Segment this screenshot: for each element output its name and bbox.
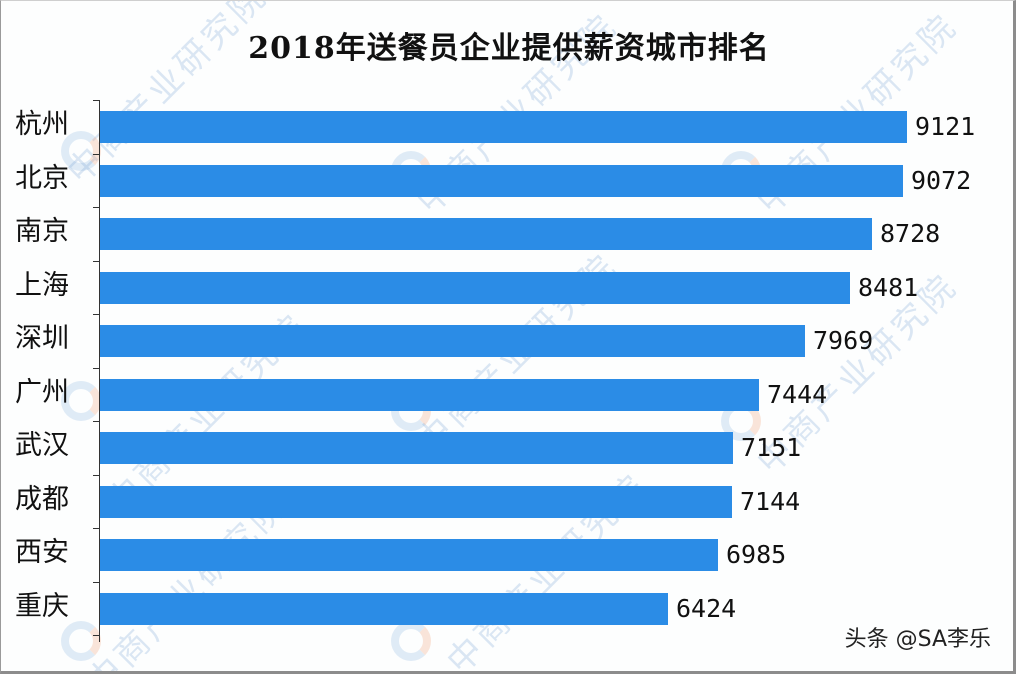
- value-label: 9121: [915, 112, 976, 141]
- bar: [100, 271, 850, 304]
- bar: [100, 325, 805, 357]
- axis-tick: [93, 100, 99, 101]
- bar: [100, 218, 872, 250]
- category-label: 南京: [15, 216, 69, 247]
- bar: [100, 111, 907, 143]
- bar: [100, 378, 759, 411]
- category-label: 北京: [15, 162, 69, 194]
- axis-tick: [93, 528, 99, 529]
- bar-row: 上海 8481: [1, 261, 1001, 315]
- category-label: 西安: [15, 537, 69, 568]
- axis-tick: [93, 207, 99, 208]
- value-label: 7444: [767, 379, 828, 409]
- category-label: 上海: [15, 269, 69, 301]
- bar: [100, 432, 733, 464]
- category-label: 武汉: [15, 430, 69, 461]
- category-label: 成都: [15, 483, 69, 515]
- value-label: 7969: [813, 326, 874, 355]
- y-axis-line: [99, 100, 100, 642]
- category-label: 深圳: [15, 323, 69, 354]
- bar-row: 南京 8728: [1, 207, 1001, 261]
- axis-tick: [93, 261, 99, 262]
- value-label: 8728: [880, 219, 941, 248]
- bar-row: 成都 7144: [1, 475, 1001, 529]
- axis-tick: [93, 421, 99, 422]
- bar: [100, 485, 732, 518]
- category-label: 杭州: [15, 109, 69, 140]
- bar-row: 杭州 9121: [1, 100, 1001, 154]
- source-credit: 头条 @SA李乐: [844, 627, 991, 652]
- bar-row: 西安 6985: [1, 528, 1001, 582]
- axis-tick: [93, 635, 99, 636]
- category-label: 重庆: [15, 590, 69, 622]
- bar: [100, 592, 668, 625]
- bar: [100, 539, 718, 571]
- category-label: 广州: [15, 376, 69, 408]
- bar-row: 重庆 6424: [1, 582, 1001, 636]
- axis-tick: [93, 582, 99, 583]
- bar-row: 武汉 7151: [1, 421, 1001, 475]
- value-label: 6985: [726, 540, 787, 569]
- bar: [100, 164, 903, 197]
- chart-title: 2018年送餐员企业提供薪资城市排名: [248, 31, 770, 66]
- value-label: 8481: [858, 272, 919, 302]
- value-label: 7144: [740, 486, 801, 516]
- axis-tick: [93, 314, 99, 315]
- value-label: 9072: [911, 165, 972, 195]
- axis-tick: [93, 154, 99, 155]
- axis-tick: [93, 475, 99, 476]
- bar-row: 北京 9072: [1, 154, 1001, 208]
- value-label: 7151: [741, 433, 802, 462]
- value-label: 6424: [676, 593, 737, 623]
- bar-row: 广州 7444: [1, 368, 1001, 422]
- bar-row: 深圳 7969: [1, 314, 1001, 368]
- axis-tick: [93, 368, 99, 369]
